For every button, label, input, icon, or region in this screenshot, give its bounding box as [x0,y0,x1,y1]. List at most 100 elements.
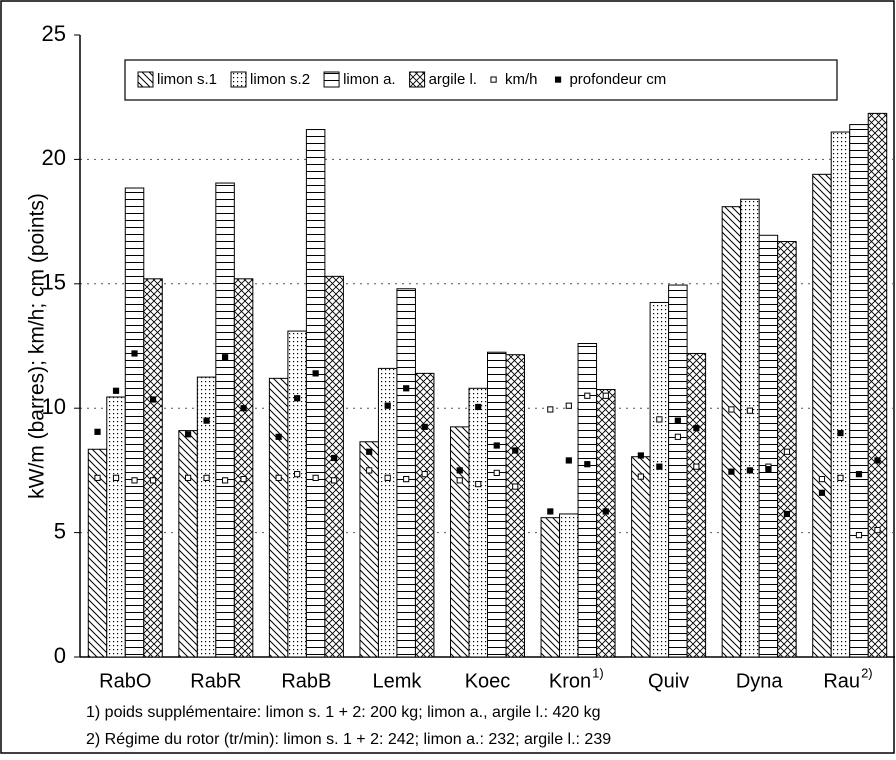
point [331,477,338,484]
legend-label: profondeur cm [569,71,666,88]
point [565,457,572,464]
bar [233,278,254,658]
x-tick-label: Koec [465,670,511,692]
bar [686,352,707,658]
point [637,452,644,459]
point [746,467,754,474]
point [131,477,138,484]
legend-label: limon s.1 [157,71,217,88]
y-axis-label: kW/m (barres); km/h; cm (points) [26,193,49,499]
point [475,480,482,488]
legend-label: argile l. [429,71,477,88]
bar [540,517,561,658]
legend-swatch [137,71,154,88]
bar [468,387,488,658]
legend-marker [490,76,497,83]
footnote: 1) poids supplémentaire: limon s. 1 + 2:… [86,704,601,721]
bar [268,377,289,658]
point [602,392,609,399]
bar [287,330,307,658]
point [131,350,138,357]
bar [359,441,379,658]
point [746,407,754,414]
bar [396,288,416,658]
point [584,461,591,468]
point [728,406,735,413]
point [94,474,101,481]
y-tick-label: 20 [42,145,66,170]
point [674,433,681,440]
bar [215,182,235,658]
y-tick-label: 25 [42,21,66,46]
bar [758,234,779,658]
point [184,431,192,438]
x-tick-label: RabO [99,670,151,692]
y-tick-label: 5 [54,518,66,543]
x-tick-superscript: 1) [592,665,604,680]
point [818,476,826,483]
point [602,508,609,515]
x-tick-label: Kron [549,670,591,692]
point [693,425,700,432]
footnote: 2) Régime du rotor (tr/min): limon s. 1 … [86,731,611,748]
point [94,428,101,435]
point [475,403,482,411]
point [693,463,700,470]
point [674,417,681,424]
point [203,474,210,481]
point [312,474,319,481]
x-tick-superscript: 2) [861,665,873,680]
point [456,467,463,474]
bar [849,124,869,658]
point [294,471,301,478]
point [331,454,338,462]
x-tick-label: RabB [281,670,331,692]
bar [324,275,344,658]
point [874,457,881,464]
bar [487,351,507,658]
point [240,405,247,412]
point [656,463,663,470]
point [421,423,428,430]
point [184,474,192,481]
x-tick-label: Rau [823,670,860,692]
bar [377,367,398,658]
bar [106,396,126,658]
bar [124,187,145,658]
bar [450,426,470,658]
bar [577,343,598,658]
point [112,474,120,481]
point [818,489,826,496]
bar [559,513,579,658]
point [149,396,157,403]
point [783,448,791,455]
point [456,477,463,484]
bar [305,129,326,658]
legend-label: limon a. [343,71,396,88]
x-tick-label: Lemk [372,670,422,692]
point [403,385,410,392]
point [221,477,229,484]
point [765,466,772,473]
point [384,474,391,481]
point [275,474,282,481]
point [837,474,844,481]
point [240,476,247,483]
x-tick-label: RabR [190,670,241,692]
point [637,473,644,480]
legend-swatch [409,71,426,88]
bar [867,112,888,658]
point [294,395,301,402]
y-tick-label: 0 [54,643,66,668]
point [728,468,735,475]
bar [143,278,163,658]
point [312,370,319,377]
bar [830,131,851,658]
bar [812,173,832,658]
point [149,477,157,484]
point [512,483,519,490]
bar [631,456,651,658]
point [584,392,591,399]
point [837,429,844,437]
